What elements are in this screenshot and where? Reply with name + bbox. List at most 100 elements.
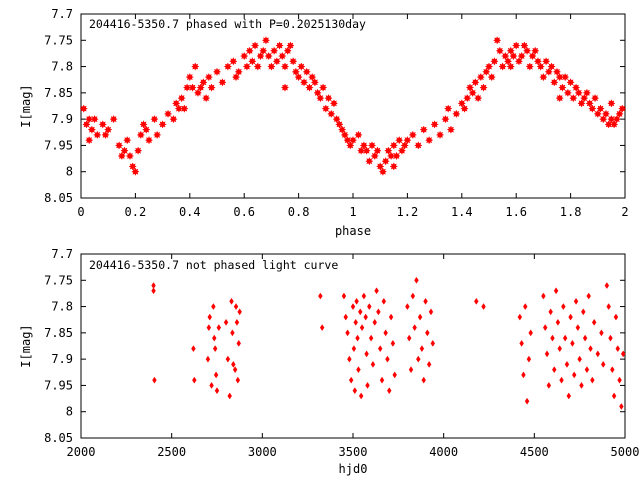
x-tick-label: 1.8 — [560, 205, 582, 219]
data-point — [337, 125, 347, 134]
data-point — [555, 318, 561, 326]
data-point — [343, 135, 352, 145]
data-point — [476, 72, 486, 82]
data-point — [606, 303, 611, 311]
data-point — [151, 287, 156, 295]
y-axis-title: I[mag] — [19, 84, 33, 127]
data-point — [234, 67, 243, 77]
data-point — [177, 93, 186, 103]
data-point — [272, 57, 282, 66]
data-point — [562, 334, 568, 342]
data-point — [588, 104, 597, 113]
y-tick-label: 7.9 — [51, 352, 73, 366]
data-point — [579, 381, 584, 389]
data-point — [452, 109, 461, 119]
data-point — [356, 146, 366, 155]
data-point — [193, 88, 203, 98]
data-point — [367, 141, 377, 150]
y-tick-label: 7.8 — [51, 300, 73, 314]
x-tick-label: 1.2 — [397, 205, 419, 219]
data-point — [536, 62, 545, 71]
data-point — [294, 72, 303, 82]
data-point — [212, 334, 217, 342]
data-point — [581, 308, 586, 316]
data-point — [426, 360, 432, 368]
data-point — [214, 387, 220, 395]
data-point — [234, 318, 240, 326]
data-point — [525, 62, 535, 71]
data-point — [389, 162, 399, 171]
data-point — [419, 345, 425, 353]
data-point — [253, 62, 263, 71]
data-point — [109, 114, 118, 124]
data-point — [392, 371, 397, 379]
data-point — [231, 360, 236, 368]
data-point — [230, 329, 235, 337]
data-point — [361, 292, 367, 300]
y-tick-label: 7.95 — [44, 138, 73, 152]
data-point — [555, 72, 564, 82]
data-point — [460, 104, 469, 113]
data-point — [412, 324, 417, 332]
data-point — [471, 78, 480, 87]
data-point — [136, 130, 146, 140]
x-tick-label: 0.2 — [125, 205, 147, 219]
data-point — [362, 146, 371, 155]
data-point — [495, 46, 505, 56]
data-point — [321, 104, 331, 113]
data-point — [620, 350, 626, 358]
data-point — [481, 303, 486, 311]
data-point — [541, 57, 551, 66]
x-tick-label: 0.6 — [233, 205, 255, 219]
data-point — [229, 57, 238, 66]
data-point — [428, 308, 434, 316]
data-point — [389, 141, 399, 150]
data-point — [381, 156, 390, 166]
data-point — [381, 297, 387, 305]
data-point — [559, 376, 564, 384]
data-point — [218, 78, 227, 87]
data-point — [590, 376, 595, 384]
data-point — [417, 313, 423, 321]
data-point — [588, 345, 593, 353]
data-point — [571, 371, 577, 379]
data-point — [233, 303, 239, 311]
data-point — [358, 392, 364, 400]
data-point — [463, 93, 472, 103]
data-point — [212, 345, 218, 353]
data-point — [498, 62, 507, 71]
data-point — [514, 57, 524, 66]
data-point — [473, 93, 483, 103]
data-point — [305, 83, 314, 92]
data-point — [482, 67, 491, 77]
data-point — [585, 99, 594, 108]
data-point — [577, 99, 586, 108]
data-point — [424, 135, 434, 145]
data-point — [316, 93, 325, 103]
data-point — [125, 151, 135, 161]
data-point — [547, 62, 556, 71]
data-point — [599, 114, 608, 124]
data-point — [368, 334, 374, 342]
y-tick-label: 7.75 — [44, 33, 73, 47]
data-point — [299, 78, 309, 87]
y-tick-label: 7.7 — [51, 7, 73, 21]
x-tick-label: 1 — [349, 205, 356, 219]
data-point — [356, 366, 361, 374]
data-point — [114, 141, 124, 150]
data-point — [590, 93, 600, 103]
data-point — [599, 329, 604, 337]
plot-title: 204416-5350.7 phased with P=0.2025130day — [89, 17, 366, 31]
data-point — [615, 345, 620, 353]
data-point — [223, 318, 229, 326]
data-point — [582, 88, 592, 98]
plot-frame — [80, 13, 626, 199]
data-point — [152, 130, 162, 140]
data-point — [408, 366, 414, 374]
data-point — [324, 93, 333, 103]
data-point — [207, 313, 212, 321]
data-point — [501, 51, 510, 61]
data-point — [345, 329, 350, 337]
data-point — [201, 93, 211, 103]
data-point — [373, 146, 382, 155]
